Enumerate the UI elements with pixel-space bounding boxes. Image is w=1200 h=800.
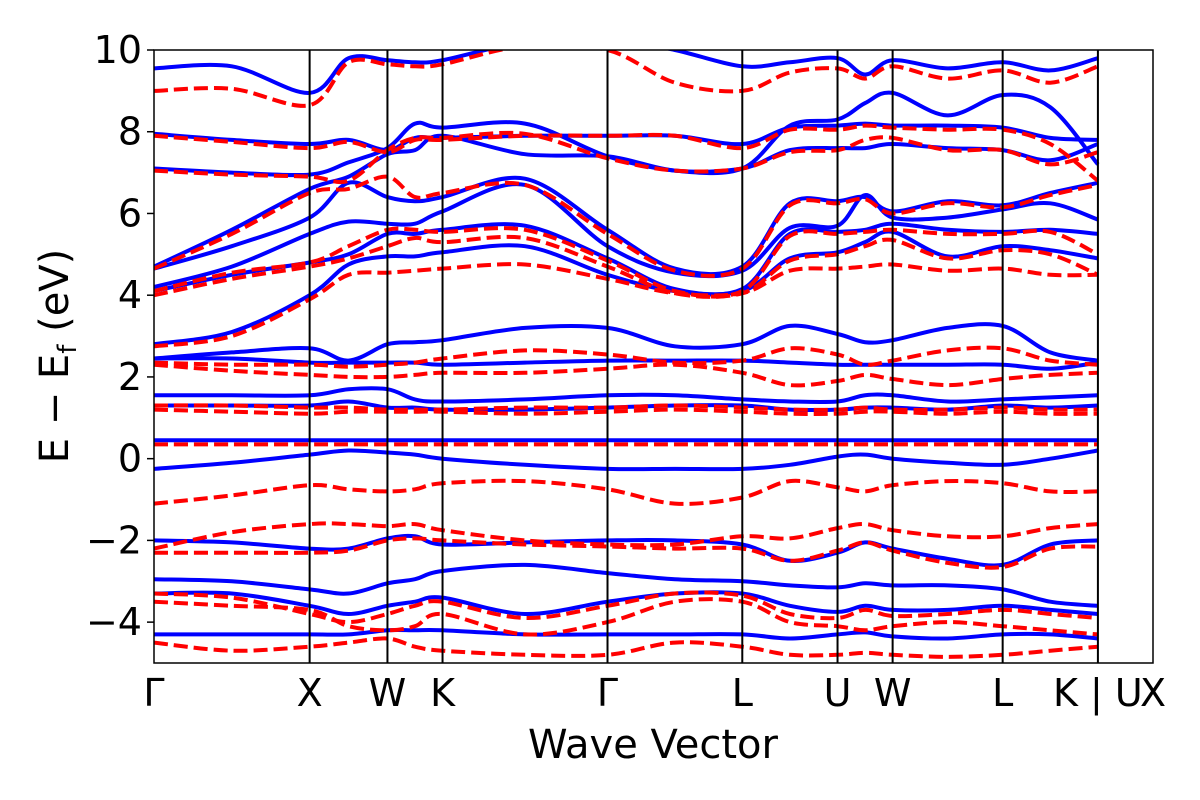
blue-solid-band-3: [154, 133, 1099, 269]
blue-solid-band-17: [154, 627, 1099, 641]
red-dashed-band-6: [154, 262, 1098, 349]
red-dashed-band-4: [154, 226, 1099, 299]
y-axis-title-main: E − E: [32, 354, 78, 464]
blue-solid-band-4: [154, 175, 1099, 276]
x-tick-label-6: U: [824, 671, 852, 715]
y-tick-label-1: 8: [118, 110, 142, 154]
x-tick-label-7: W: [874, 671, 912, 715]
blue-solid-band-0: [154, 50, 1099, 95]
y-tick-label-4: 2: [118, 355, 142, 399]
x-tick-label-10: X: [1140, 671, 1166, 715]
red-dashed-band-12: [154, 478, 1098, 506]
red-dashed-band-8: [154, 362, 1099, 388]
y-tick-label-7: −4: [86, 600, 142, 644]
y-axis-ticks: 10 8 6 4 2 0 −2 −4: [86, 28, 154, 644]
red-dashed-band-1: [154, 123, 1100, 183]
plot-frame: [153, 49, 1154, 664]
red-dashed-band-9: [154, 403, 1098, 412]
blue-solid-band-10: [154, 386, 1099, 405]
x-tick-label-9: K | U: [1053, 671, 1143, 716]
red-dashed-band-15: [154, 590, 1099, 625]
y-tick-label-2: 6: [118, 191, 142, 235]
k-point-lines: [308, 50, 1099, 663]
x-tick-label-0: Γ: [143, 671, 164, 715]
y-tick-label-5: 0: [118, 437, 142, 481]
blue-solid-band-13: [154, 448, 1099, 472]
red-dashed-band-0: [154, 50, 1099, 108]
blue-solid-band-16: [154, 590, 1099, 617]
x-tick-label-2: W: [369, 671, 407, 715]
red-dashed-band-16: [154, 597, 1099, 637]
x-tick-label-4: Γ: [597, 671, 618, 715]
y-axis-title-subscript: f: [53, 344, 83, 354]
bands-layer: [154, 50, 1100, 659]
y-axis-title: E − Ef (eV): [32, 249, 83, 464]
x-tick-label-5: L: [732, 671, 753, 715]
y-tick-label-3: 4: [118, 273, 142, 317]
red-dashed-band-10: [154, 407, 1098, 416]
x-axis-title: Wave Vector: [528, 722, 779, 768]
blue-solid-band-15: [154, 562, 1099, 608]
blue-solid-band-5: [154, 182, 1099, 289]
y-tick-label-6: −2: [86, 518, 142, 562]
red-dashed-band-7: [154, 345, 1099, 369]
red-dashed-band-2: [154, 130, 1099, 185]
red-dashed-band-14: [154, 536, 1099, 570]
x-tick-label-8: L: [992, 671, 1013, 715]
x-tick-label-3: K: [430, 671, 456, 715]
blue-solid-band-14: [154, 533, 1099, 568]
blue-solid-band-7: [154, 229, 1099, 347]
red-dashed-band-13: [154, 521, 1099, 551]
red-dashed-band-17: [154, 636, 1099, 659]
y-axis-title-unit: (eV): [32, 249, 78, 345]
y-tick-label-0: 10: [94, 28, 142, 72]
x-tick-label-1: X: [297, 671, 323, 715]
red-dashed-band-3: [154, 174, 1099, 278]
